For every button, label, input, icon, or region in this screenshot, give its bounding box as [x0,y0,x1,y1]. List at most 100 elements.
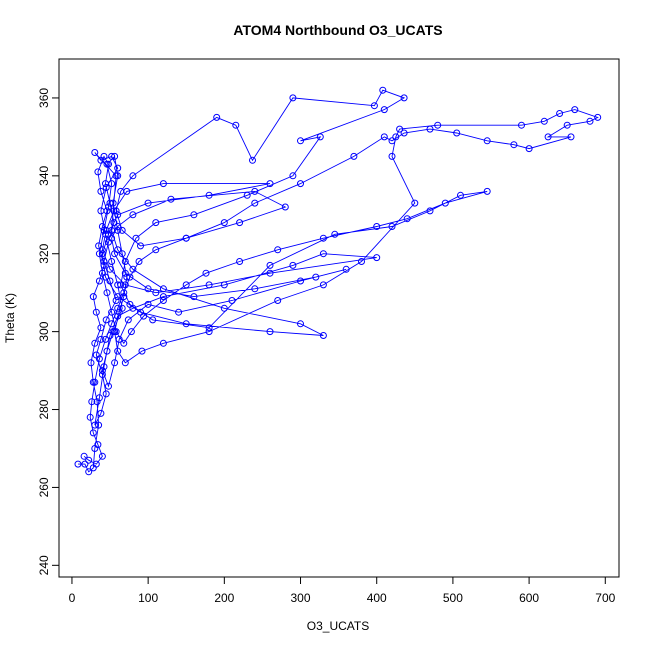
data-point [123,273,131,281]
data-point [97,207,105,215]
data-point [182,234,190,242]
data-point [232,121,240,129]
y-tick-label: 340 [37,166,51,186]
data-point [342,265,350,273]
x-tick-label: 100 [138,591,158,605]
data-point [118,226,126,234]
y-tick-label: 260 [37,477,51,497]
x-tick-label: 300 [291,591,311,605]
data-point [108,258,116,265]
data-point [594,113,602,121]
data-point [213,113,221,121]
data-point [297,277,304,285]
data-point [91,378,99,386]
chart-title: ATOM4 Northbound O3_UCATS [233,22,442,38]
data-point [100,258,108,265]
data-point [108,152,116,160]
data-point [249,156,256,164]
data-point [319,250,327,258]
data-point [126,273,134,281]
data-point [403,215,411,223]
data-point [108,308,116,316]
data-point [220,281,228,289]
data-point [103,289,111,297]
data-point [563,121,571,129]
data-point [137,242,144,250]
data-point [103,160,111,168]
data-point [89,429,97,437]
data-point [571,106,579,114]
data-point [388,152,396,160]
data-point [114,211,122,219]
data-point [105,382,112,390]
data-point [319,281,327,289]
data-point [85,456,93,464]
data-point [159,339,167,347]
data-point [87,359,95,367]
data-point [89,293,97,301]
data-point [426,207,434,215]
data-point [175,308,183,316]
data-point [205,324,213,332]
data-point [159,297,167,304]
data-point [121,269,129,277]
data-point [111,359,119,367]
data-point [93,398,101,406]
data-point [297,320,304,328]
data-point [115,335,123,343]
data-point [114,347,122,355]
data-point [114,226,122,234]
data-point [132,234,140,242]
data-point [350,152,358,160]
data-point [152,289,160,297]
data-point [80,452,88,460]
data-point [102,184,110,191]
data-point [94,168,102,176]
data-point [251,285,259,293]
data-point [556,110,564,117]
data-point [91,149,99,156]
x-tick-label: 700 [595,591,615,605]
data-point [525,145,533,153]
data-point [243,191,251,199]
data-point [220,219,228,227]
data-point [388,223,396,230]
data-point [190,211,198,219]
data-point [190,293,198,301]
data-point [98,367,106,375]
y-axis: 240 260 280 300 320 340 360 [37,88,60,575]
data-point [266,269,274,277]
data-point [144,300,152,308]
data-point [100,363,108,371]
data-point [114,172,122,180]
data-point [483,187,491,195]
data-point [103,347,111,355]
data-point [316,133,324,141]
y-tick-label: 300 [37,321,51,341]
data-point [457,191,464,199]
y-axis-label: Theta (K) [3,293,17,343]
data-point [411,199,419,207]
data-point [106,277,114,285]
data-point [117,187,125,195]
data-point [152,246,160,254]
data-point [274,246,282,254]
data-point [159,293,167,301]
data-point [95,394,103,402]
x-tick-label: 0 [69,591,76,605]
data-point [129,211,137,219]
data-point [396,125,404,133]
data-point [483,137,491,145]
data-point [540,117,548,125]
data-point [373,223,381,230]
data-point [110,219,118,227]
data-point [115,308,123,316]
data-point [129,172,137,180]
data-point [297,180,304,188]
data-point [127,328,135,336]
data-point [126,300,134,308]
data-point [97,324,105,332]
data-point [114,304,122,312]
y-tick-label: 360 [37,88,51,108]
data-point [97,156,105,164]
